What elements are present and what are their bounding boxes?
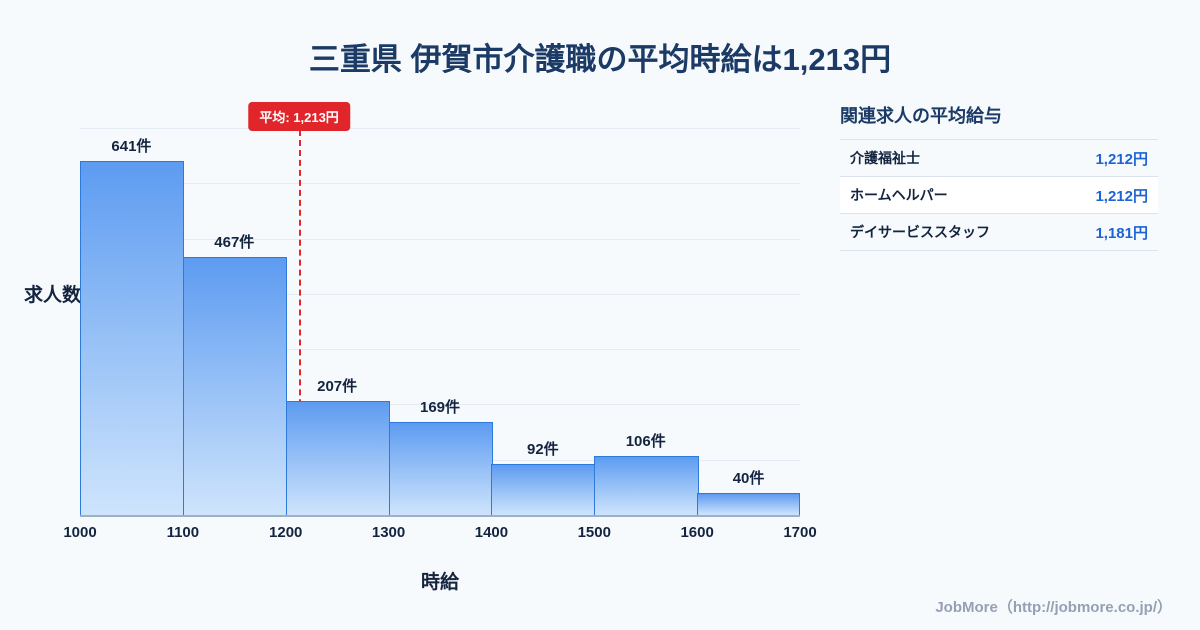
related-job-label: 介護福祉士 [850,150,920,166]
gridline [80,293,800,295]
x-tick-1500: 1500 [577,524,611,541]
x-tick-1300: 1300 [371,524,406,541]
x-tick-1400: 1400 [474,524,509,541]
bar-value-label: 106件 [625,433,666,451]
x-tick-1700: 1700 [783,524,817,541]
x-axis-label: 時給 [420,572,459,593]
gridline [80,404,800,406]
bar-1100-1200 [182,256,288,515]
bar-1300-1400 [388,421,494,515]
plot-area: 平均: 1,213円 641件 467件 207件 169件 92件 106件 40件 100… [63,102,817,541]
x-tick-1600: 1600 [680,524,714,541]
bar-1000-1100 [80,160,185,515]
related-job-value: 1,212円 [1095,187,1148,205]
related-job-row: ホームヘルパー 1,212円 [840,177,1158,214]
related-job-label: デイサービススタッフ [850,224,990,240]
x-tick-1200: 1200 [269,524,303,541]
bar-value-label: 207件 [317,377,358,395]
bar-1400-1500 [491,464,596,515]
gridline [80,183,800,185]
related-job-value: 1,212円 [1095,150,1148,168]
bar-1200-1300 [285,400,391,515]
bar-value-label: 641件 [111,137,152,155]
average-line [299,130,302,515]
x-tick-1100: 1100 [166,524,200,541]
average-badge: 平均: 1,213円 [248,102,350,131]
gridline [80,349,800,351]
bar-value-label: 40件 [732,469,765,487]
footer-credit: JobMore（http://jobmore.co.jp/） [935,599,1172,616]
gridline [80,238,800,240]
bar-1600-1700 [697,492,800,515]
bar-1500-1600 [594,456,699,515]
related-job-row: デイサービススタッフ 1,181円 [840,214,1158,251]
gridline [80,128,800,130]
x-tick-1000: 1000 [63,524,97,541]
related-jobs-table: 介護福祉士 1,212円 ホームヘルパー 1,212円 デイサービススタッフ 1,181円 [840,139,1158,251]
page-title: 三重県 伊賀市介護職の平均時給は1,213円 [308,42,892,77]
related-job-label: ホームヘルパー [850,187,948,203]
related-job-row: 介護福祉士 1,212円 [840,140,1158,177]
bar-value-label: 92件 [527,441,559,459]
sidebar-heading: 関連求人の平均給与 [840,106,1002,126]
y-axis-label: 求人数 [24,285,82,306]
bar-value-label: 169件 [419,398,461,416]
related-job-value: 1,181円 [1095,224,1148,242]
bar-value-label: 467件 [214,233,255,251]
